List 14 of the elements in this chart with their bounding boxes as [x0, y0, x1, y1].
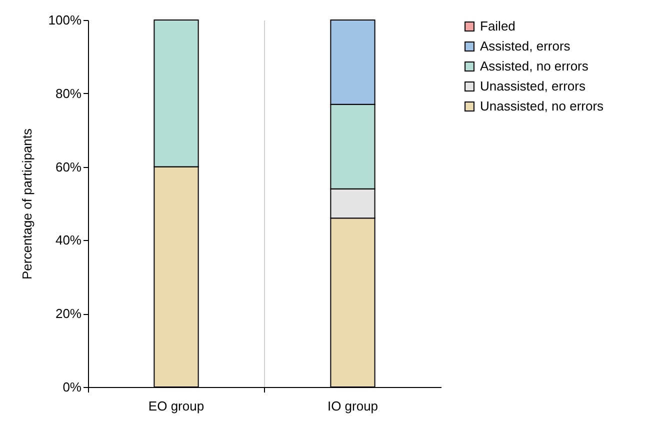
y-tick-label: 20% [55, 306, 82, 322]
y-tick-label: 0% [62, 380, 82, 394]
y-axis-title: Percentage of participants [19, 128, 34, 280]
legend-label: Assisted, errors [480, 38, 571, 54]
legend-label: Assisted, no errors [480, 58, 589, 74]
y-tick-label: 60% [55, 159, 82, 174]
y-tick-label: 100% [48, 12, 82, 28]
x-tick-label: IO group [327, 398, 378, 414]
y-tick-label: 40% [55, 232, 82, 248]
legend-label: Failed [480, 18, 516, 34]
y-tick-label: 80% [55, 86, 82, 101]
legend-label: Unassisted, errors [480, 78, 586, 94]
x-tick-label: EO group [148, 398, 204, 414]
legend-label: Unassisted, no errors [480, 98, 604, 114]
